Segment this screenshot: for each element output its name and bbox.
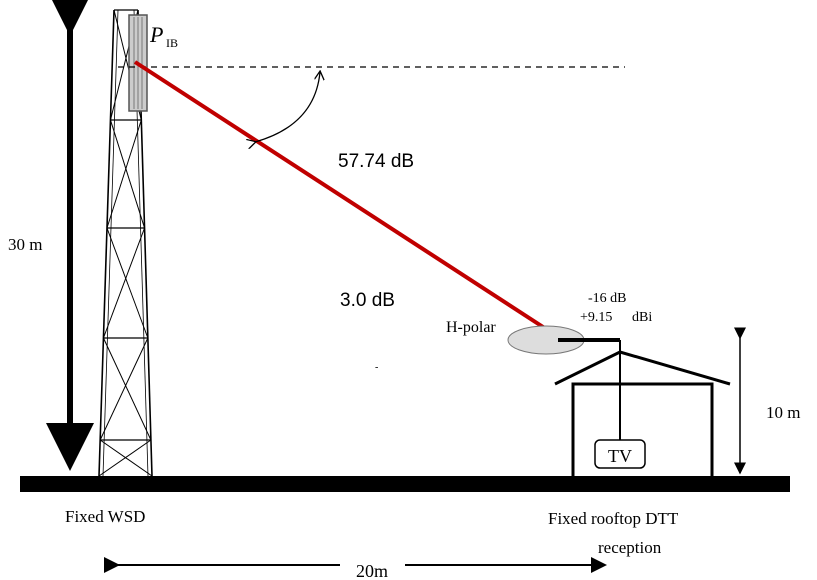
tower-strut — [99, 439, 153, 477]
path-loss-label: 57.74 dB — [338, 151, 414, 172]
tv-label: TV — [608, 446, 632, 466]
polarization-label: H-polar — [446, 319, 496, 336]
tx-power-sub: IB — [166, 36, 178, 50]
stray-mark: - — [375, 362, 378, 373]
tower-strut — [106, 119, 142, 229]
left-caption: Fixed WSD — [65, 507, 145, 526]
angle-arrow — [255, 72, 320, 142]
tower-strut — [99, 337, 149, 441]
roof — [554, 350, 731, 386]
ground — [20, 476, 790, 492]
tower-strut — [98, 439, 152, 477]
tower-strut — [102, 9, 119, 477]
rx-gain-unit: dBi — [632, 310, 652, 325]
gain-loss-label: 3.0 dB — [340, 290, 395, 311]
tower-strut — [106, 227, 149, 339]
signal-path — [133, 60, 562, 340]
tower-strut — [102, 337, 152, 441]
right-caption-2: reception — [598, 538, 662, 557]
house-height-label: 10 m — [766, 403, 800, 422]
tx-power-label: P — [149, 22, 163, 47]
right-caption-1: Fixed rooftop DTT — [548, 509, 679, 528]
tower-strut — [102, 227, 146, 339]
distance-label: 20m — [356, 561, 388, 580]
tower-height-label: 30 m — [8, 235, 42, 254]
rx-gain-label: +9.15 — [580, 310, 612, 325]
tower-strut — [109, 119, 146, 229]
house-wall — [571, 382, 714, 476]
rx-loss-label: -16 dB — [588, 291, 627, 306]
tower-strut — [98, 9, 115, 477]
tv-box — [594, 439, 646, 469]
